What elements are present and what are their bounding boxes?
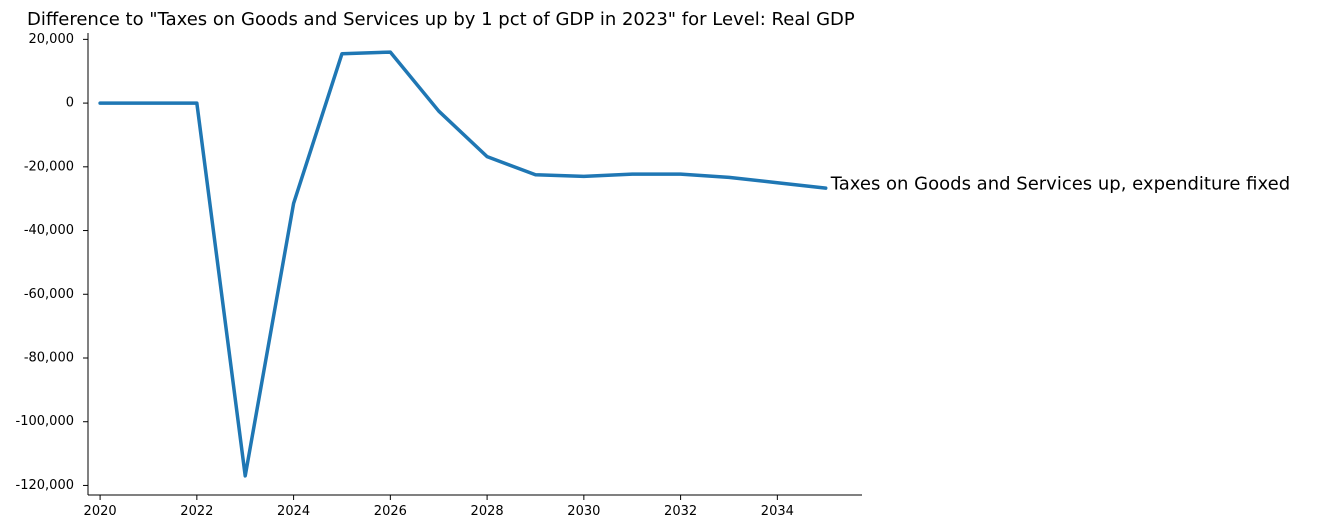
y-tick-label: -40,000 [24,223,74,238]
series-labels: Taxes on Goods and Services up, expendit… [830,174,1290,195]
y-tick-label: 0 [66,96,74,111]
series-lines [98,50,828,478]
chart-title: Difference to "Taxes on Goods and Servic… [27,9,855,30]
x-tick-label: 2030 [567,504,600,519]
y-tick-label: -100,000 [16,414,74,429]
y-axis: 20,000 0 -20,000 -40,000 -60,000 -80,000 -100,… [16,32,89,495]
series-end-label: Taxes on Goods and Services up, expendit… [830,174,1290,195]
y-tick-label: -20,000 [24,159,74,174]
y-tick-label: -120,000 [16,478,74,493]
x-tick-label: 2026 [374,504,407,519]
x-axis: 2020 2022 2024 2026 2028 2030 2032 2034 [84,494,862,519]
x-tick-label: 2028 [471,504,504,519]
y-tick-label: -60,000 [24,287,74,302]
y-tick-label: -80,000 [24,350,74,365]
y-tick-label: 20,000 [29,32,75,47]
x-tick-label: 2020 [84,504,117,519]
x-tick-label: 2032 [664,504,697,519]
x-tick-label: 2024 [277,504,310,519]
x-tick-label: 2022 [180,504,213,519]
x-tick-label: 2034 [761,504,794,519]
series-line [98,50,828,478]
